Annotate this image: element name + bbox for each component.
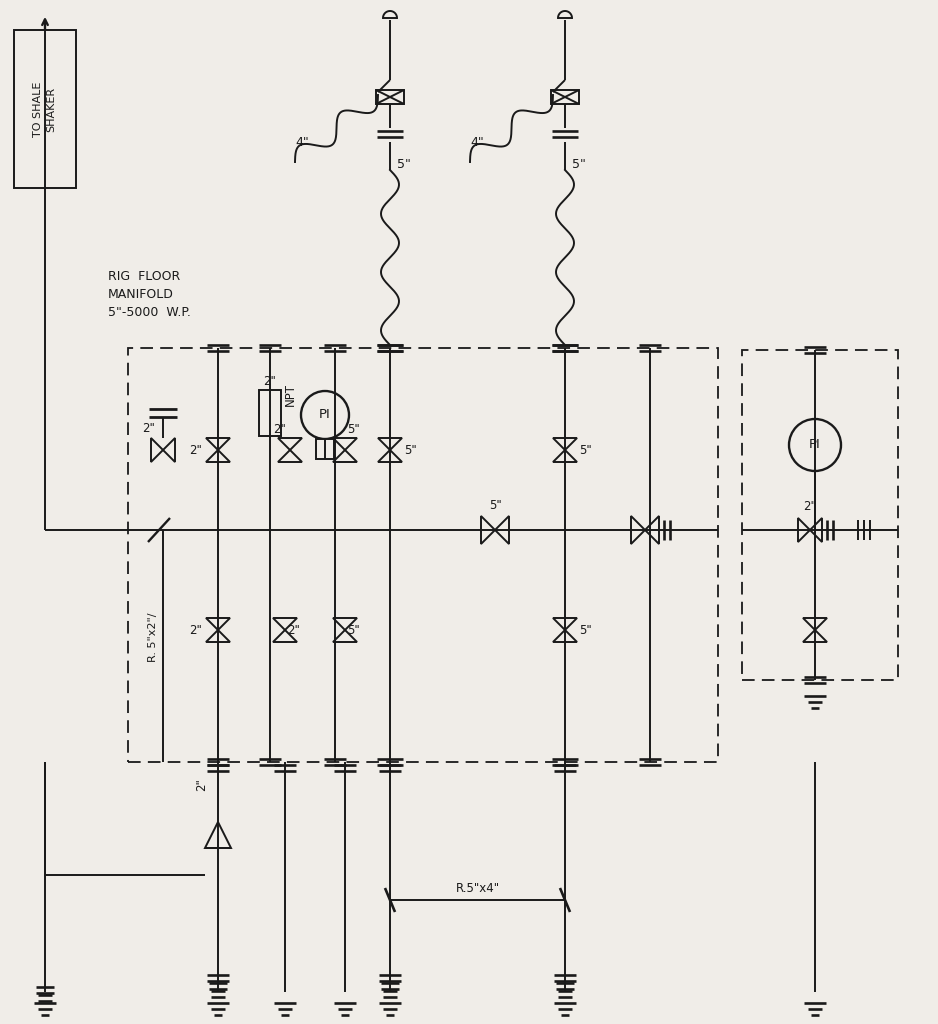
Text: 4": 4" [295, 136, 309, 150]
Text: 2": 2" [195, 778, 208, 791]
Text: NPT: NPT [284, 384, 297, 407]
Bar [128, 348, 718, 762]
Text: 5": 5" [347, 624, 360, 637]
Text: PI: PI [319, 409, 331, 422]
Text: R.5"x4": R.5"x4" [456, 882, 500, 895]
Text: 5": 5" [404, 443, 416, 457]
Text: R. 5"x2"/: R. 5"x2"/ [148, 612, 158, 662]
Text: TO SHALE
SHAKER: TO SHALE SHAKER [34, 81, 56, 136]
Bar [742, 350, 898, 680]
Text: 5": 5" [572, 159, 586, 171]
Bar [14, 30, 76, 188]
Text: 2": 2" [804, 500, 816, 513]
Text: 2": 2" [287, 624, 300, 637]
Text: PI: PI [809, 438, 821, 452]
Text: RIG  FLOOR
MANIFOLD
5"-5000  W.P.: RIG FLOOR MANIFOLD 5"-5000 W.P. [108, 270, 190, 319]
Text: 2": 2" [189, 443, 202, 457]
Text: 2": 2" [264, 375, 277, 388]
Bar [259, 390, 281, 436]
Text: 5": 5" [397, 159, 411, 171]
Text: 2": 2" [189, 624, 202, 637]
Text: 4": 4" [470, 136, 484, 150]
Bar [316, 439, 334, 459]
Text: 5": 5" [489, 499, 502, 512]
Text: 2": 2" [274, 423, 286, 436]
Text: 5": 5" [579, 624, 592, 637]
Text: 5": 5" [347, 423, 360, 436]
Text: 5": 5" [579, 443, 592, 457]
Text: 2": 2" [143, 422, 156, 435]
